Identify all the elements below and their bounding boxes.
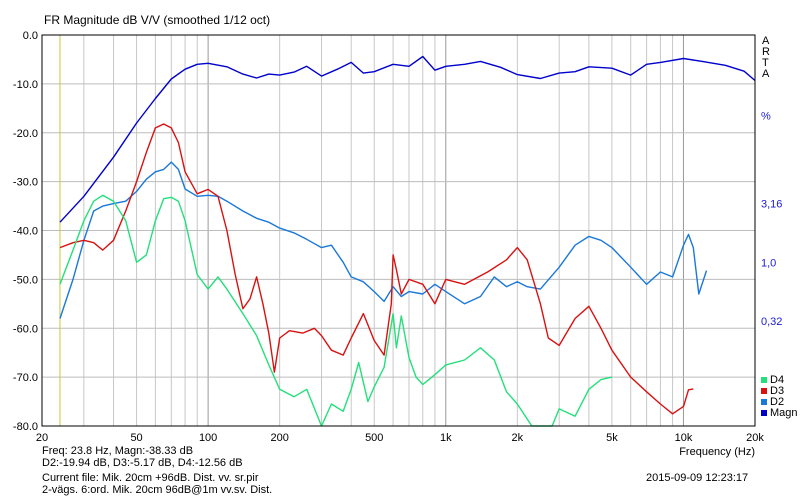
y-tick-label: -10.0 [13,79,38,91]
right-axis-labels: % 3,16 1,0 0,32 [761,111,782,328]
x-tick-label: 10k [675,432,693,444]
x-tick-label: 2k [512,432,524,444]
arta-letter: T [762,57,769,69]
plot-frame [41,34,756,427]
legend-swatch [761,377,767,383]
x-tick-label: 50 [130,432,142,444]
current-file: Current file: Mik. 20cm +96dB. Dist. vv.… [42,472,259,484]
chart-title: FR Magnitude dB V/V (smoothed 1/12 oct) [44,13,270,27]
y-tick-label: -30.0 [13,177,38,189]
y-tick-label: -40.0 [13,226,38,238]
y-tick-label: -20.0 [13,128,38,140]
series-line-d4 [59,194,613,427]
right-axis-label: 1,0 [761,257,776,269]
series-line-magn [59,55,756,223]
legend-label: D4 [770,374,784,386]
series-line-d2 [59,161,708,319]
readout-levels: D2:-19.94 dB, D3:-5.17 dB, D4:-12.56 dB [42,457,243,469]
legend-swatch [761,399,767,405]
right-axis-label: 0,32 [761,316,782,328]
x-tick-label: 5k [606,432,618,444]
arta-letter: A [762,35,770,47]
y-tick-label: -50.0 [13,274,38,286]
file-comment: 2-vägs. 6:ord. Mik. 20cm 96dB@1m vv.sv. … [42,484,273,496]
legend-label: Magn [770,407,798,419]
y-tick-label: -70.0 [13,372,38,384]
series-group [59,55,756,427]
legend-swatch [761,410,767,416]
right-axis-label: 3,16 [761,199,782,211]
x-tick-label: 20k [746,432,764,444]
y-tick-label: -60.0 [13,323,38,335]
y-tick-label: -80.0 [13,421,38,433]
x-tick-label: 500 [365,432,383,444]
horizontal-grid [42,83,755,378]
legend-swatch [761,388,767,394]
timestamp: 2015-09-09 12:23:17 [646,472,749,484]
readout-frequency: Freq: 23.8 Hz, Magn:-38.33 dB [42,445,194,457]
x-tick-label: 1k [440,432,452,444]
legend-label: D2 [770,396,784,408]
y-tick-label: 0.0 [23,30,38,42]
series-line-d3 [59,123,694,415]
arta-letter: R [762,46,770,58]
x-tick-label: 200 [270,432,288,444]
x-tick-label: 100 [199,432,217,444]
x-axis-label: Frequency (Hz) [679,446,755,458]
y-axis-ticks: 0.0 -10.0 -20.0 -30.0 -40.0 -50.0 -60.0 -70.0 -8… [13,30,38,433]
x-axis-ticks: 20 50 100 200 500 1k 2k 5k 10k 20k [36,432,764,444]
legend-label: D3 [770,385,784,397]
arta-letter: A [762,68,770,80]
right-axis-label: % [761,111,771,123]
x-tick-label: 20 [36,432,48,444]
